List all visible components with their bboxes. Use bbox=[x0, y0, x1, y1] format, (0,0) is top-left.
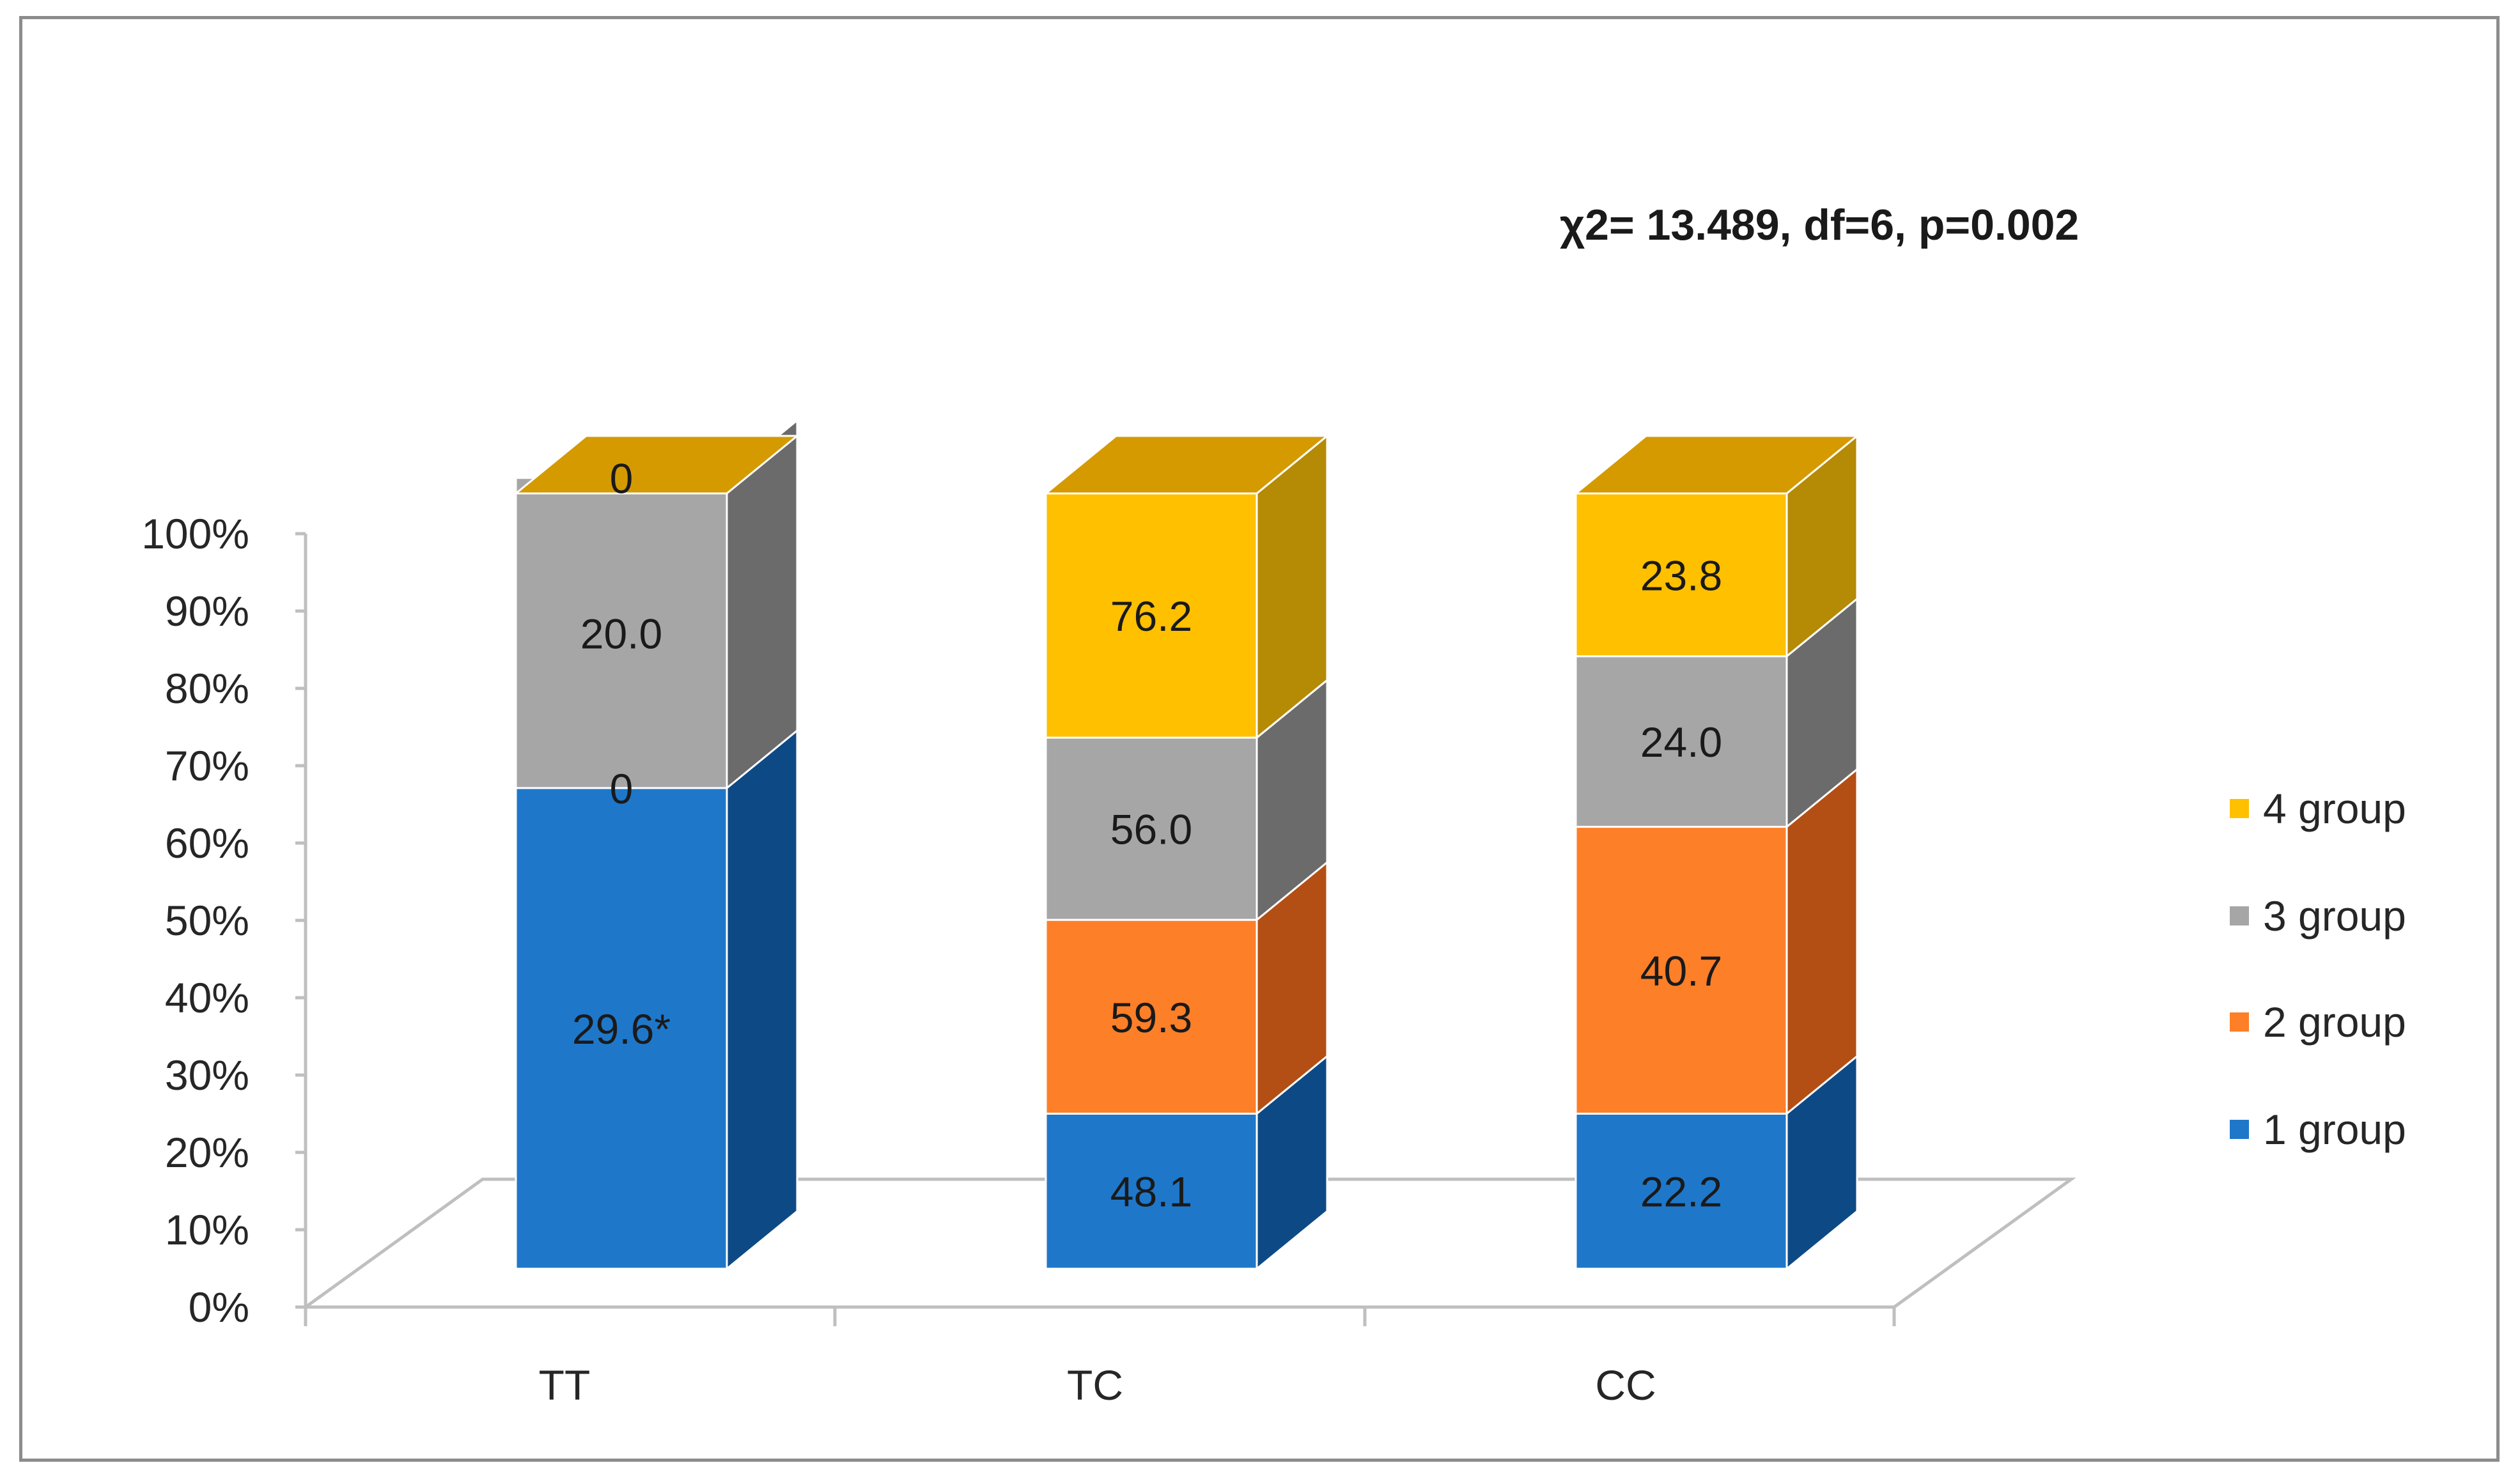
y-axis: 0% 10% 20% 30% 40% 50% 60% 70% 80% 90% 100% bbox=[141, 510, 307, 1331]
x-axis-labels: TT TC CC bbox=[539, 1361, 1656, 1409]
legend-swatch-4-group bbox=[2230, 799, 2249, 818]
legend-label-4-group: 4 group bbox=[2263, 785, 2406, 832]
y-tick-label: 90% bbox=[165, 587, 249, 635]
bar-segment-4-group-TC bbox=[1045, 492, 1258, 739]
legend-label-2-group: 2 group bbox=[2263, 998, 2406, 1046]
data-label-1-group-CC: 22.2 bbox=[1640, 1168, 1722, 1216]
y-tick-label: 40% bbox=[165, 974, 249, 1021]
bar-segment-3-group-CC bbox=[1575, 655, 1788, 828]
y-tick-label: 70% bbox=[165, 742, 249, 789]
data-label-1-group-TC: 48.1 bbox=[1110, 1168, 1192, 1216]
bar-stack-TC: 48.1 59.3 56.0 76.2 bbox=[1043, 433, 1330, 1271]
y-tick-label: 30% bbox=[165, 1051, 249, 1099]
data-label-3-group-TC: 56.0 bbox=[1110, 806, 1192, 853]
bar-segment-1-group-CC bbox=[1575, 1112, 1788, 1270]
y-tick-label: 10% bbox=[165, 1206, 249, 1253]
bar-stack-CC: 22.2 40.7 24.0 23.8 bbox=[1573, 433, 1860, 1271]
data-label-1-group-TT: 29.6* bbox=[572, 1005, 671, 1053]
bar-side-2-group-CC bbox=[1785, 767, 1858, 1116]
bar-segment-1-group-TT bbox=[515, 787, 728, 1270]
legend-swatch-2-group bbox=[2230, 1012, 2249, 1032]
category-label-TC: TC bbox=[1067, 1361, 1123, 1409]
bar-segment-3-group-TC bbox=[1045, 736, 1258, 921]
data-label-4-group-CC: 23.8 bbox=[1640, 552, 1722, 599]
y-tick-label: 100% bbox=[141, 510, 249, 557]
data-label-3-group-TT: 20.0 bbox=[580, 610, 662, 657]
chi-square-annotation: χ2= 13.489, df=6, p=0.002 bbox=[1560, 201, 2079, 249]
bar-segment-1-group-TC bbox=[1045, 1112, 1258, 1270]
data-label-3-group-CC: 24.0 bbox=[1640, 718, 1722, 766]
bar-top-CC bbox=[1573, 435, 1860, 495]
category-label-CC: CC bbox=[1595, 1361, 1656, 1409]
bar-segment-3-group-TT bbox=[515, 477, 728, 789]
bars: 29.6*020.0048.159.356.076.222.240.724.02… bbox=[513, 418, 1860, 1271]
bar-segment-2-group-TC bbox=[1045, 918, 1258, 1115]
data-label-4-group-TC: 76.2 bbox=[1110, 592, 1192, 640]
data-label-2-group-CC: 40.7 bbox=[1640, 947, 1722, 995]
y-tick-label: 50% bbox=[165, 897, 249, 944]
bar-side-1-group-TT bbox=[726, 728, 798, 1271]
legend-label-1-group: 1 group bbox=[2263, 1106, 2406, 1153]
legend: 4 group 3 group 2 group 1 group bbox=[2230, 785, 2406, 1153]
y-tick-label: 0% bbox=[189, 1283, 249, 1331]
bar-top-TT bbox=[513, 435, 800, 495]
legend-swatch-3-group bbox=[2230, 906, 2249, 925]
legend-label-3-group: 3 group bbox=[2263, 892, 2406, 940]
data-label-4-group-TT: 0 bbox=[610, 455, 634, 502]
y-tick-label: 20% bbox=[165, 1129, 249, 1176]
bar-segment-4-group-CC bbox=[1575, 492, 1788, 658]
bar-segment-2-group-CC bbox=[1575, 826, 1788, 1115]
y-tick-label: 80% bbox=[165, 665, 249, 712]
bar-top-TC bbox=[1043, 435, 1330, 495]
data-label-2-group-TT: 0 bbox=[610, 765, 634, 812]
bar-stack-TT: 29.6* 0 20.0 0 bbox=[513, 418, 800, 1271]
data-label-2-group-TC: 59.3 bbox=[1110, 994, 1192, 1041]
category-label-TT: TT bbox=[539, 1361, 591, 1409]
y-tick-label: 60% bbox=[165, 819, 249, 867]
legend-swatch-1-group bbox=[2230, 1120, 2249, 1139]
